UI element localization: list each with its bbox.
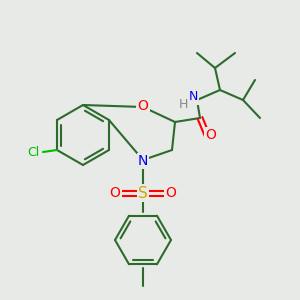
Text: O: O xyxy=(166,186,176,200)
Text: N: N xyxy=(188,91,198,103)
Text: S: S xyxy=(138,185,148,200)
Text: O: O xyxy=(206,128,216,142)
Text: O: O xyxy=(138,99,148,113)
Text: H: H xyxy=(178,98,188,112)
Text: O: O xyxy=(110,186,120,200)
Text: Cl: Cl xyxy=(27,146,39,158)
Text: N: N xyxy=(138,154,148,168)
